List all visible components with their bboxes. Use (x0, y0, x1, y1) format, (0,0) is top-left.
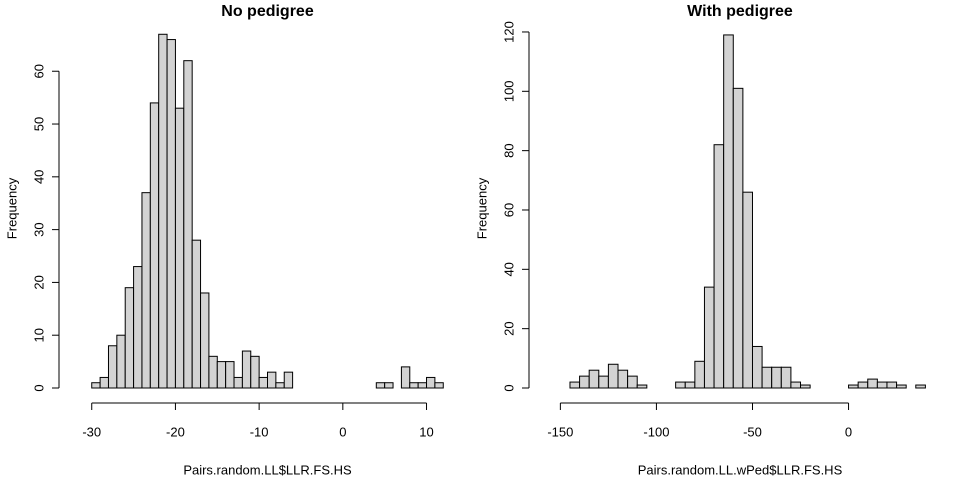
y-tick-label: 100 (501, 80, 516, 102)
bar (275, 382, 285, 389)
bar (107, 345, 118, 389)
bar (133, 266, 143, 389)
bar (617, 369, 629, 389)
bar (241, 350, 252, 389)
bar (200, 292, 210, 389)
bar (761, 366, 773, 389)
bar (384, 382, 394, 389)
chart-title: With pedigree (687, 3, 793, 20)
bar (742, 191, 753, 389)
bar (208, 355, 218, 389)
bar (91, 382, 101, 389)
x-tick-label: 10 (419, 424, 433, 439)
bar (703, 286, 715, 389)
bar (124, 287, 135, 389)
y-axis-label: Frequency (474, 177, 489, 239)
bar (233, 376, 243, 389)
bar (166, 39, 176, 389)
bar (225, 361, 235, 389)
y-tick-label: 40 (501, 262, 516, 276)
bar (636, 384, 648, 389)
x-tick-label: -100 (643, 424, 669, 439)
y-tick-label: 40 (31, 170, 46, 184)
x-axis-label: Pairs.random.LL.wPed$LLR.FS.HS (638, 462, 843, 477)
bar (158, 33, 168, 389)
bar (588, 369, 600, 389)
bar (867, 378, 878, 389)
bar (896, 384, 907, 389)
bar (723, 34, 734, 389)
chart-title: No pedigree (221, 3, 314, 20)
y-tick-label: 20 (31, 275, 46, 289)
bar (149, 102, 160, 389)
bar (283, 371, 294, 389)
bar (675, 381, 686, 389)
bar (375, 382, 386, 389)
bar (116, 334, 126, 389)
bar (780, 366, 792, 389)
bar (141, 192, 151, 389)
x-tick-label: 0 (339, 424, 346, 439)
bar (216, 361, 227, 389)
y-tick-label: 120 (501, 21, 516, 43)
y-tick-label: 50 (31, 117, 46, 131)
bar (771, 366, 782, 389)
bar (607, 363, 619, 389)
bar (598, 375, 609, 389)
y-tick-label: 60 (501, 203, 516, 217)
y-axis-label: Frequency (4, 177, 19, 239)
bar (417, 382, 428, 389)
bar (400, 366, 411, 389)
y-tick-label: 10 (31, 328, 46, 342)
bar (99, 376, 109, 389)
bar (800, 384, 811, 389)
y-tick-label: 60 (31, 64, 46, 78)
bar (258, 376, 268, 389)
x-tick-label: -30 (82, 424, 101, 439)
bar (915, 384, 926, 389)
bar (183, 60, 193, 389)
bar (267, 371, 277, 389)
x-tick-label: -150 (547, 424, 573, 439)
bar (848, 384, 859, 389)
y-tick-label: 0 (31, 384, 46, 391)
bar (579, 375, 590, 389)
bar (684, 381, 696, 389)
bar (886, 381, 898, 389)
bar (627, 375, 638, 389)
bar (434, 382, 444, 389)
bar (250, 355, 260, 389)
bar (876, 381, 888, 389)
bar (790, 381, 802, 389)
bar (174, 107, 185, 389)
y-tick-label: 20 (501, 321, 516, 335)
bar (694, 360, 705, 389)
bar (732, 87, 744, 389)
bar (713, 144, 725, 389)
bar (426, 376, 436, 389)
x-tick-label: -10 (250, 424, 269, 439)
x-tick-label: 0 (845, 424, 852, 439)
y-tick-label: 0 (501, 384, 516, 391)
bar (751, 345, 763, 389)
y-tick-label: 80 (501, 143, 516, 157)
bar (409, 382, 419, 389)
y-tick-label: 30 (31, 222, 46, 236)
bar (191, 239, 202, 389)
x-axis-label: Pairs.random.LL$LLR.FS.HS (183, 462, 352, 477)
x-tick-label: -20 (166, 424, 185, 439)
bar (569, 381, 581, 389)
x-tick-label: -50 (743, 424, 762, 439)
bar (857, 381, 869, 389)
